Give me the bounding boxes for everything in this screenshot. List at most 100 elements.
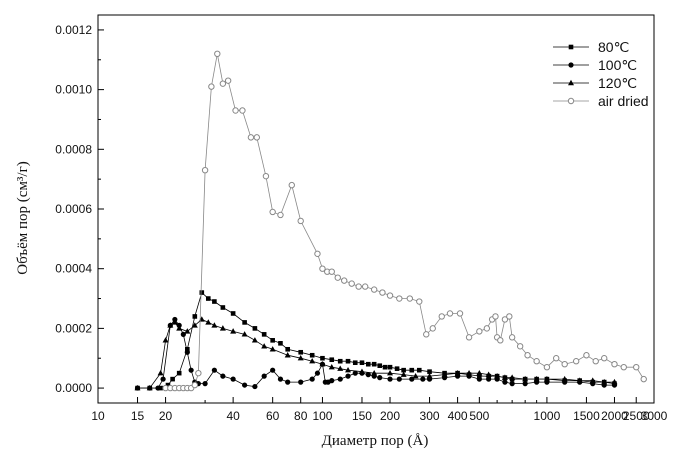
- data-point: [509, 374, 516, 380]
- data-point: [329, 357, 335, 363]
- data-point: [160, 376, 166, 382]
- data-point: [426, 372, 433, 379]
- data-point: [387, 369, 394, 376]
- data-point: [483, 325, 491, 332]
- data-point: [192, 314, 198, 319]
- legend-marker: [568, 44, 574, 50]
- data-point: [492, 313, 499, 320]
- data-point: [220, 373, 226, 379]
- data-point: [533, 375, 540, 382]
- data-point: [611, 361, 618, 368]
- series-2: [134, 316, 618, 391]
- data-point: [476, 369, 483, 376]
- data-point: [572, 358, 580, 365]
- data-point: [232, 107, 239, 114]
- legend-entry: 100℃: [553, 57, 637, 73]
- legend-marker: [568, 79, 574, 86]
- data-point: [583, 352, 590, 359]
- x-tick-label: 300: [420, 409, 440, 423]
- data-point: [277, 211, 284, 219]
- series-layer: [134, 50, 647, 392]
- data-point: [516, 343, 524, 350]
- data-point: [165, 382, 171, 388]
- data-point: [382, 364, 388, 370]
- data-point: [297, 355, 304, 361]
- legend-entry: 80℃: [553, 39, 629, 55]
- data-point: [176, 370, 182, 376]
- x-tick-label: 100: [312, 409, 332, 423]
- data-point: [561, 375, 568, 382]
- data-point: [171, 319, 178, 325]
- x-tick-label: 200: [380, 409, 400, 423]
- y-tick-label: 0.0012: [55, 23, 92, 37]
- data-point: [477, 373, 482, 379]
- data-point: [202, 381, 208, 387]
- data-point: [247, 134, 255, 141]
- data-point: [220, 305, 226, 310]
- data-point: [320, 355, 325, 361]
- data-point: [522, 381, 528, 387]
- data-point: [601, 378, 608, 385]
- data-point: [497, 337, 504, 344]
- data-point: [328, 363, 335, 370]
- data-point: [416, 367, 422, 373]
- data-point: [205, 319, 212, 325]
- data-point: [319, 361, 326, 367]
- data-point: [329, 378, 335, 384]
- data-point: [476, 328, 483, 335]
- data-point: [328, 268, 335, 275]
- data-point: [379, 289, 386, 296]
- data-point: [501, 374, 508, 380]
- data-point: [506, 313, 513, 320]
- data-point: [269, 208, 276, 216]
- x-tick-label: 40: [226, 409, 240, 423]
- data-point: [337, 376, 343, 382]
- plot-border: [97, 14, 655, 404]
- data-point: [219, 325, 226, 331]
- data-point: [208, 83, 215, 90]
- data-point: [270, 367, 276, 373]
- data-point: [601, 355, 608, 362]
- data-point: [359, 360, 365, 366]
- x-tick-label: 150: [352, 409, 372, 423]
- data-point: [377, 375, 383, 381]
- data-point: [211, 367, 217, 373]
- y-tick-label: 0.0010: [55, 83, 92, 97]
- x-tick-label: 80: [294, 409, 308, 423]
- data-point: [170, 376, 175, 382]
- data-point: [205, 296, 211, 301]
- data-point: [252, 326, 258, 331]
- data-point: [201, 167, 209, 174]
- data-point: [345, 358, 351, 364]
- data-point: [191, 381, 199, 389]
- data-point: [352, 360, 358, 366]
- data-point: [348, 280, 355, 287]
- data-point: [242, 320, 247, 325]
- data-point: [224, 77, 232, 84]
- data-point: [337, 365, 344, 371]
- data-point: [543, 375, 550, 382]
- data-point: [252, 383, 258, 390]
- data-point: [277, 376, 284, 382]
- x-tick-label: 500: [469, 409, 489, 423]
- data-point: [278, 341, 283, 346]
- data-point: [633, 363, 640, 371]
- data-point: [456, 310, 464, 317]
- x-axis-title: Диаметр пор (Å): [322, 433, 429, 449]
- data-point: [251, 337, 258, 343]
- data-point: [508, 334, 516, 341]
- data-point: [494, 372, 501, 379]
- data-point: [214, 50, 221, 57]
- x-tick-label: 3000: [641, 409, 668, 423]
- data-point: [370, 286, 378, 293]
- data-point: [270, 338, 275, 343]
- data-point: [446, 310, 454, 317]
- data-point: [358, 368, 365, 374]
- data-point: [242, 382, 248, 388]
- data-point: [198, 316, 205, 322]
- data-point: [454, 369, 461, 376]
- data-point: [309, 376, 315, 382]
- legend-entry: 120℃: [553, 75, 637, 91]
- data-point: [155, 385, 161, 391]
- x-tick-label: 15: [131, 409, 145, 423]
